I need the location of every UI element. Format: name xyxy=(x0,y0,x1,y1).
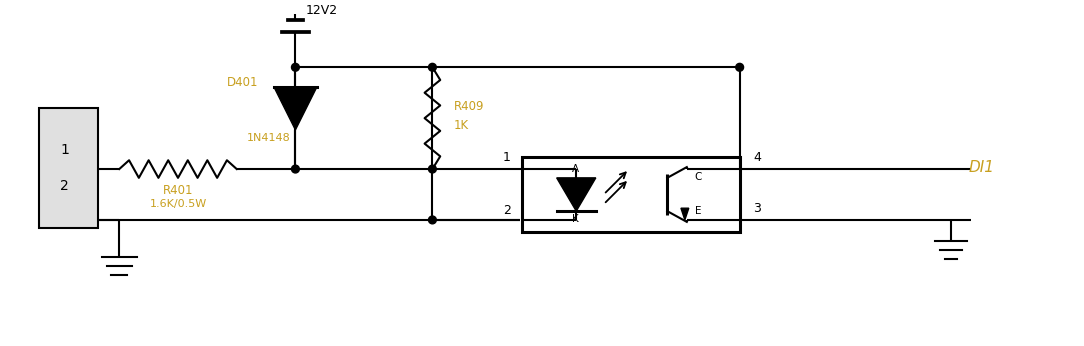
Circle shape xyxy=(736,63,744,71)
Bar xyxy=(522,157,739,232)
Text: 2: 2 xyxy=(60,179,69,193)
Text: 4: 4 xyxy=(753,151,761,164)
Circle shape xyxy=(428,165,437,173)
Text: 1: 1 xyxy=(60,144,69,157)
Text: 1K: 1K xyxy=(454,119,469,133)
Text: K: K xyxy=(572,214,579,224)
Text: R401: R401 xyxy=(163,184,193,197)
Text: R409: R409 xyxy=(454,100,485,113)
Bar xyxy=(39,108,98,228)
Polygon shape xyxy=(681,208,688,220)
Text: E: E xyxy=(695,206,701,216)
Text: 1.6K/0.5W: 1.6K/0.5W xyxy=(150,199,207,209)
Polygon shape xyxy=(557,178,596,211)
Text: DI1: DI1 xyxy=(969,160,995,175)
Text: D401: D401 xyxy=(227,76,258,89)
Text: 12V2: 12V2 xyxy=(306,4,337,17)
Text: 1N4148: 1N4148 xyxy=(247,133,291,143)
Polygon shape xyxy=(274,87,317,130)
Circle shape xyxy=(292,63,299,71)
Text: 2: 2 xyxy=(503,204,511,217)
Text: A: A xyxy=(572,164,580,174)
Text: 1: 1 xyxy=(503,151,511,164)
Circle shape xyxy=(428,216,437,224)
Circle shape xyxy=(292,165,299,173)
Text: 3: 3 xyxy=(753,202,761,215)
Text: C: C xyxy=(695,172,702,182)
Circle shape xyxy=(428,63,437,71)
